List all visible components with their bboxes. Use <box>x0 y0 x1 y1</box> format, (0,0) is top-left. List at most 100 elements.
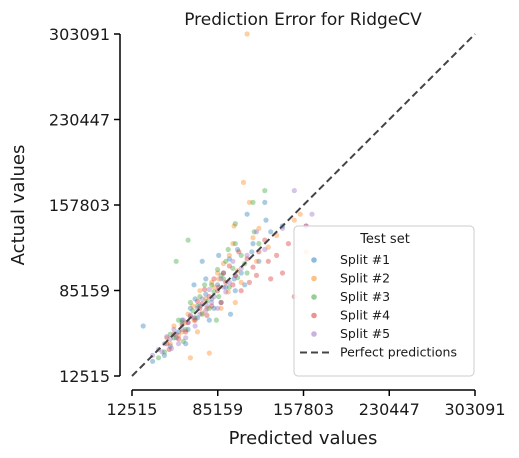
point-split-4 <box>268 276 274 282</box>
point-split-4 <box>274 252 280 258</box>
point-split-1 <box>215 282 221 288</box>
point-split-1 <box>187 305 193 311</box>
legend-box <box>293 225 475 377</box>
point-split-4 <box>285 241 291 247</box>
point-split-1 <box>256 258 262 264</box>
point-split-2 <box>191 317 197 323</box>
point-split-1 <box>199 258 205 264</box>
point-split-4 <box>279 270 286 276</box>
point-split-4 <box>226 263 232 269</box>
point-split-5 <box>180 317 186 323</box>
point-split-1 <box>167 343 173 349</box>
point-split-3 <box>187 299 193 306</box>
point-split-1 <box>216 252 222 258</box>
x-tick-label: 303091 <box>444 400 505 419</box>
point-split-5 <box>223 289 229 295</box>
point-split-2 <box>187 355 193 361</box>
point-split-5 <box>244 252 250 258</box>
legend-marker-split-2 <box>311 275 317 282</box>
point-split-4 <box>192 317 198 323</box>
legend-marker-split-3 <box>311 294 317 300</box>
point-split-3 <box>209 282 215 288</box>
point-split-2 <box>216 276 222 282</box>
point-split-2 <box>246 199 252 205</box>
point-split-2 <box>265 244 271 250</box>
legend-title: Test set <box>359 232 410 247</box>
point-split-4 <box>194 298 201 304</box>
point-split-3 <box>161 349 167 355</box>
legend-marker-split-4 <box>311 312 317 319</box>
point-split-3 <box>199 311 205 317</box>
legend-marker-split-1 <box>311 257 317 263</box>
point-split-4 <box>250 264 256 270</box>
point-split-5 <box>209 299 215 306</box>
point-split-2 <box>203 296 209 302</box>
point-split-2 <box>194 329 201 335</box>
point-split-1 <box>161 352 167 358</box>
point-split-4 <box>246 279 252 285</box>
point-split-2 <box>204 305 210 311</box>
point-split-5 <box>253 229 260 235</box>
point-split-2 <box>226 252 232 258</box>
point-split-5 <box>291 188 297 194</box>
point-split-5 <box>206 286 212 293</box>
point-split-1 <box>220 270 227 276</box>
point-split-3 <box>173 258 179 264</box>
point-split-3 <box>180 338 186 344</box>
point-split-2 <box>209 279 215 285</box>
point-split-2 <box>211 284 217 290</box>
point-split-4 <box>230 282 236 288</box>
point-split-5 <box>199 296 205 302</box>
point-split-1 <box>206 317 212 323</box>
point-split-1 <box>203 276 209 282</box>
point-split-1 <box>227 311 234 317</box>
point-split-5 <box>230 258 236 264</box>
point-split-3 <box>194 303 201 309</box>
point-split-2 <box>197 288 203 294</box>
point-split-2 <box>291 217 297 223</box>
point-split-2 <box>176 332 182 338</box>
point-split-3 <box>183 326 189 333</box>
legend-label-split-3: Split #3 <box>340 289 390 304</box>
point-split-3 <box>244 270 250 276</box>
point-split-4 <box>183 329 189 335</box>
point-split-3 <box>226 284 232 290</box>
point-split-5 <box>204 303 210 309</box>
point-split-1 <box>197 303 203 309</box>
point-split-1 <box>249 249 255 255</box>
point-split-3 <box>202 282 208 288</box>
point-split-1 <box>211 305 217 311</box>
point-split-2 <box>244 31 250 37</box>
point-split-1 <box>250 241 256 247</box>
point-split-2 <box>185 311 191 317</box>
point-split-4 <box>236 249 242 255</box>
point-split-1 <box>242 282 248 288</box>
point-split-5 <box>191 315 197 321</box>
point-split-3 <box>220 276 227 282</box>
legend-label-split-2: Split #2 <box>340 271 390 286</box>
point-split-1 <box>185 326 191 333</box>
point-split-3 <box>256 241 262 247</box>
point-split-5 <box>215 305 221 311</box>
point-split-2 <box>164 335 170 341</box>
y-axis-ticks: 12515 85159 157803 230447 303091 <box>49 25 120 386</box>
point-split-1 <box>191 282 197 288</box>
point-split-2 <box>256 225 262 231</box>
point-split-4 <box>244 256 250 262</box>
y-tick-label: 85159 <box>59 282 110 301</box>
point-split-1 <box>176 329 182 335</box>
point-split-3 <box>213 317 219 323</box>
point-split-1 <box>203 291 209 297</box>
point-split-3 <box>230 265 236 271</box>
point-split-1 <box>262 199 268 205</box>
point-split-2 <box>253 258 260 264</box>
point-split-2 <box>225 289 231 295</box>
point-split-5 <box>159 349 165 355</box>
point-split-1 <box>173 335 179 341</box>
point-split-2 <box>250 235 256 241</box>
point-split-4 <box>209 303 215 309</box>
point-split-1 <box>238 270 244 276</box>
y-tick-label: 303091 <box>49 25 110 44</box>
point-split-4 <box>211 276 217 282</box>
point-split-3 <box>216 294 222 300</box>
